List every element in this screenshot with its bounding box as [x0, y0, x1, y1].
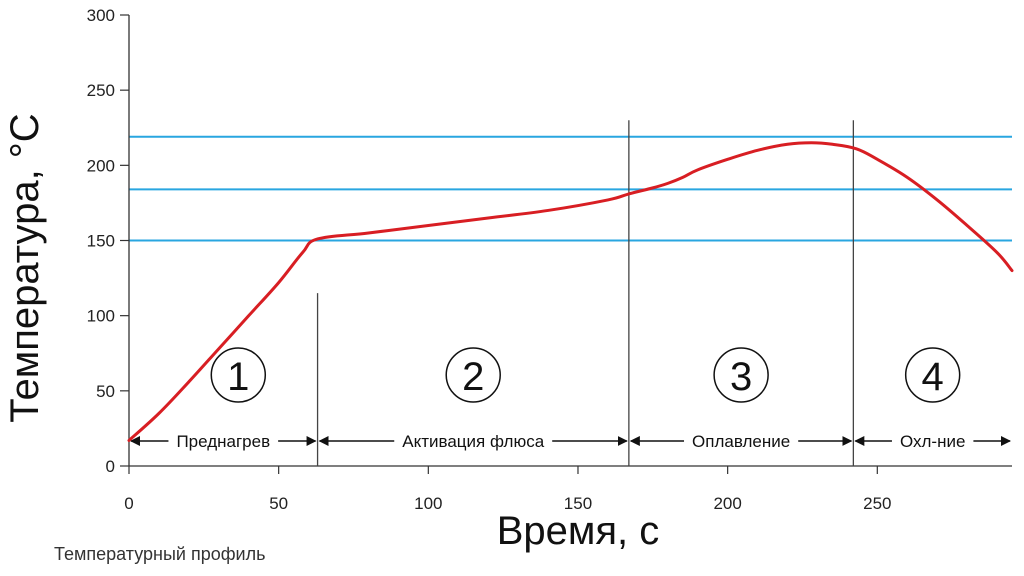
axes: 0 50 100 150 200 250 300 0 50 100 150 200 250 — [87, 6, 1012, 513]
phase-label-1: Преднагрев — [176, 432, 270, 451]
x-tick-label-200: 200 — [713, 494, 741, 513]
y-tick-label-100: 100 — [87, 307, 115, 326]
phase-number-2: 2 — [462, 355, 484, 399]
y-tick-label-0: 0 — [106, 457, 115, 476]
phase-number-3: 3 — [730, 355, 752, 399]
phase-circle-3 — [713, 347, 769, 403]
figure-caption: Температурный профиль — [54, 544, 266, 564]
x-tick-label-100: 100 — [414, 494, 442, 513]
phase-circle-2 — [445, 347, 501, 403]
phase-label-2: Активация флюса — [402, 432, 544, 451]
phase-label-3: Оплавление — [692, 432, 790, 451]
x-tick-label-0: 0 — [124, 494, 133, 513]
y-axis-title: Температура, °С — [3, 113, 47, 422]
temperature-curve — [127, 141, 1014, 442]
phase-number-1: 1 — [227, 355, 249, 399]
phase-circle-4 — [904, 347, 961, 403]
phase-annotations: 1 Преднагрев 2 Активация флюса 3 Оплавление 4 О… — [130, 347, 1011, 451]
y-tick-label-200: 200 — [87, 156, 115, 175]
phase-circle-1 — [210, 347, 267, 403]
x-axis-title: Время, с — [497, 509, 660, 553]
y-tick-label-250: 250 — [87, 81, 115, 100]
phase-label-4: Охл-ние — [900, 432, 965, 451]
phase-number-4: 4 — [922, 355, 944, 399]
x-tick-label-50: 50 — [269, 494, 288, 513]
y-tick-label-50: 50 — [96, 382, 115, 401]
x-tick-label-150: 150 — [564, 494, 592, 513]
reference-lines — [129, 135, 1012, 242]
temperature-curve-group — [127, 141, 1014, 442]
phase-boundary-lines — [316, 120, 855, 466]
y-tick-label-150: 150 — [87, 232, 115, 251]
x-tick-label-250: 250 — [863, 494, 891, 513]
y-tick-label-300: 300 — [87, 6, 115, 25]
